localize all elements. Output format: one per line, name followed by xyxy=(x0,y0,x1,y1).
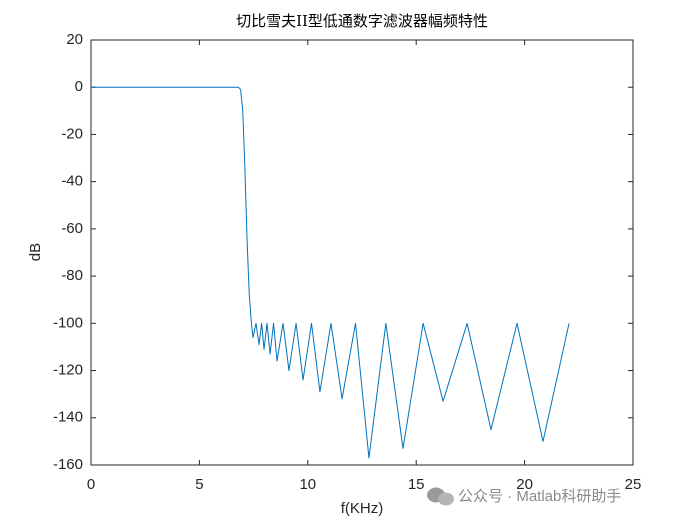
y-tick-label: -100 xyxy=(53,314,83,331)
y-tick-label: -60 xyxy=(61,220,83,237)
y-tick-label: -40 xyxy=(61,173,83,190)
x-tick-label: 10 xyxy=(299,476,316,493)
chart-title: 切比雪夫II型低通数字滤波器幅频特性 xyxy=(236,12,488,30)
watermark: 公众号 · Matlab科研助手 xyxy=(458,488,621,505)
x-tick-label: 15 xyxy=(408,476,425,493)
x-tick-label: 20 xyxy=(516,476,533,493)
y-tick-label: -80 xyxy=(61,267,83,284)
x-tick-label: 5 xyxy=(195,476,203,493)
y-tick-label: -120 xyxy=(53,362,83,379)
y-tick-label: 0 xyxy=(75,78,83,95)
x-tick-label: 0 xyxy=(87,476,95,493)
y-axis-label: dB xyxy=(27,243,44,261)
axes-box xyxy=(90,39,634,466)
y-tick-label: 20 xyxy=(66,31,83,48)
watermark-icon xyxy=(427,487,454,506)
line-series xyxy=(91,86,570,459)
y-tick-label: -20 xyxy=(61,125,83,142)
y-tick-label: -140 xyxy=(53,409,83,426)
y-tick-label: -160 xyxy=(53,456,83,473)
x-axis-label: f(KHz) xyxy=(341,500,384,517)
x-tick-label: 25 xyxy=(625,476,642,493)
